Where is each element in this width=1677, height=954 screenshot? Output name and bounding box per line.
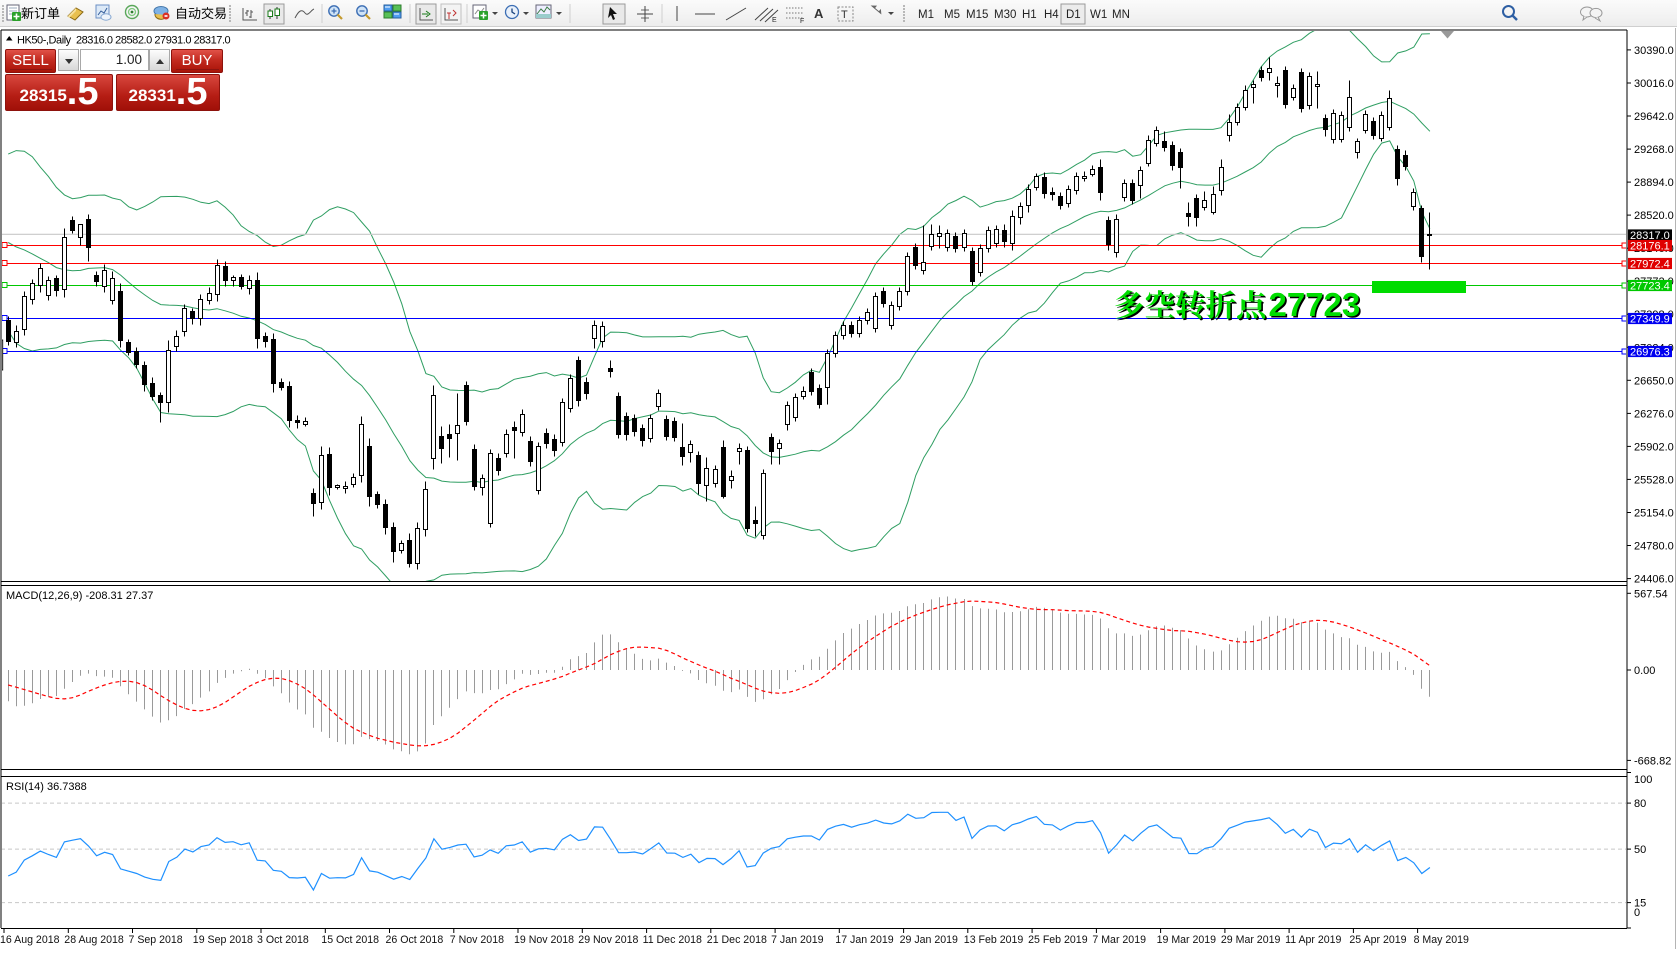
svg-text:28 Aug 2018: 28 Aug 2018 bbox=[64, 934, 124, 946]
svg-text:M15: M15 bbox=[966, 9, 988, 21]
svg-text:3 Oct 2018: 3 Oct 2018 bbox=[257, 934, 309, 946]
svg-text:27723.4: 27723.4 bbox=[1630, 281, 1670, 293]
svg-text:50: 50 bbox=[1634, 844, 1646, 856]
svg-text:26976.3: 26976.3 bbox=[1630, 347, 1670, 359]
svg-text:7 Nov 2018: 7 Nov 2018 bbox=[450, 934, 504, 946]
svg-text:F: F bbox=[800, 18, 804, 25]
svg-text:26276.0: 26276.0 bbox=[1634, 408, 1674, 420]
svg-text:27723: 27723 bbox=[1270, 288, 1362, 325]
svg-text:30390.0: 30390.0 bbox=[1634, 45, 1674, 57]
svg-text:25 Feb 2019: 25 Feb 2019 bbox=[1028, 934, 1088, 946]
svg-text:HK50-,Daily 28316.0 28582.0 2: HK50-,Daily 28316.0 28582.0 27931.0 2831… bbox=[17, 35, 231, 47]
svg-text:MN: MN bbox=[1112, 9, 1130, 21]
svg-text:15 Oct 2018: 15 Oct 2018 bbox=[321, 934, 379, 946]
svg-text:13 Feb 2019: 13 Feb 2019 bbox=[964, 934, 1024, 946]
svg-text:15: 15 bbox=[1634, 898, 1646, 910]
svg-text:100: 100 bbox=[1634, 774, 1652, 786]
svg-text:21 Dec 2018: 21 Dec 2018 bbox=[707, 934, 767, 946]
svg-text:25154.0: 25154.0 bbox=[1634, 508, 1674, 520]
svg-text:M5: M5 bbox=[944, 9, 960, 21]
svg-text:29 Mar 2019: 29 Mar 2019 bbox=[1221, 934, 1281, 946]
svg-text:W1: W1 bbox=[1090, 9, 1107, 21]
svg-text:80: 80 bbox=[1634, 798, 1646, 810]
svg-text:11 Dec 2018: 11 Dec 2018 bbox=[643, 934, 702, 946]
svg-text:7 Sep 2018: 7 Sep 2018 bbox=[129, 934, 183, 946]
svg-text:M1: M1 bbox=[918, 9, 934, 21]
svg-text:26 Oct 2018: 26 Oct 2018 bbox=[386, 934, 444, 946]
svg-text:E: E bbox=[772, 17, 777, 24]
svg-text:17 Jan 2019: 17 Jan 2019 bbox=[835, 934, 893, 946]
svg-text:11 Apr 2019: 11 Apr 2019 bbox=[1285, 934, 1341, 946]
svg-text:RSI(14) 36.7388: RSI(14) 36.7388 bbox=[6, 781, 87, 793]
svg-text:19 Sep 2018: 19 Sep 2018 bbox=[193, 934, 253, 946]
svg-text:29 Nov 2018: 29 Nov 2018 bbox=[578, 934, 638, 946]
svg-text:M30: M30 bbox=[994, 9, 1016, 21]
svg-text:28520.0: 28520.0 bbox=[1634, 210, 1674, 222]
svg-text:27723: 27723 bbox=[1269, 286, 1361, 323]
svg-text:567.54: 567.54 bbox=[1634, 588, 1668, 600]
svg-text:19 Nov 2018: 19 Nov 2018 bbox=[514, 934, 574, 946]
svg-text:MACD(12,26,9) -208.31 27.37: MACD(12,26,9) -208.31 27.37 bbox=[6, 590, 153, 602]
svg-text:-668.82: -668.82 bbox=[1634, 755, 1671, 767]
svg-text:24780.0: 24780.0 bbox=[1634, 541, 1674, 553]
svg-text:H4: H4 bbox=[1044, 9, 1059, 21]
svg-text:27972.4: 27972.4 bbox=[1630, 259, 1670, 271]
svg-text:29642.0: 29642.0 bbox=[1634, 111, 1674, 123]
svg-text:30016.0: 30016.0 bbox=[1634, 78, 1674, 90]
svg-text:28317.0: 28317.0 bbox=[1630, 230, 1670, 242]
svg-text:28894.0: 28894.0 bbox=[1634, 177, 1674, 189]
svg-text:7 Jan 2019: 7 Jan 2019 bbox=[771, 934, 824, 946]
svg-text:28176.1: 28176.1 bbox=[1630, 241, 1670, 253]
svg-text:25528.0: 25528.0 bbox=[1634, 474, 1674, 486]
svg-text:8 May 2019: 8 May 2019 bbox=[1414, 934, 1469, 946]
svg-text:29268.0: 29268.0 bbox=[1634, 144, 1674, 156]
svg-text:25902.0: 25902.0 bbox=[1634, 441, 1674, 453]
svg-text:27349.9: 27349.9 bbox=[1630, 314, 1670, 326]
svg-text:19 Mar 2019: 19 Mar 2019 bbox=[1157, 934, 1217, 946]
svg-text:0: 0 bbox=[1634, 907, 1640, 919]
svg-text:0.00: 0.00 bbox=[1634, 665, 1655, 677]
svg-text:H1: H1 bbox=[1022, 9, 1037, 21]
svg-text:7 Mar 2019: 7 Mar 2019 bbox=[1092, 934, 1146, 946]
svg-text:26650.0: 26650.0 bbox=[1634, 375, 1674, 387]
svg-text:25 Apr 2019: 25 Apr 2019 bbox=[1349, 934, 1406, 946]
svg-text:16 Aug 2018: 16 Aug 2018 bbox=[0, 934, 60, 946]
svg-text:A: A bbox=[814, 6, 824, 21]
svg-text:T: T bbox=[841, 9, 848, 21]
svg-text:24406.0: 24406.0 bbox=[1634, 574, 1674, 586]
svg-text:D1: D1 bbox=[1066, 9, 1081, 21]
svg-text:29 Jan 2019: 29 Jan 2019 bbox=[900, 934, 958, 946]
